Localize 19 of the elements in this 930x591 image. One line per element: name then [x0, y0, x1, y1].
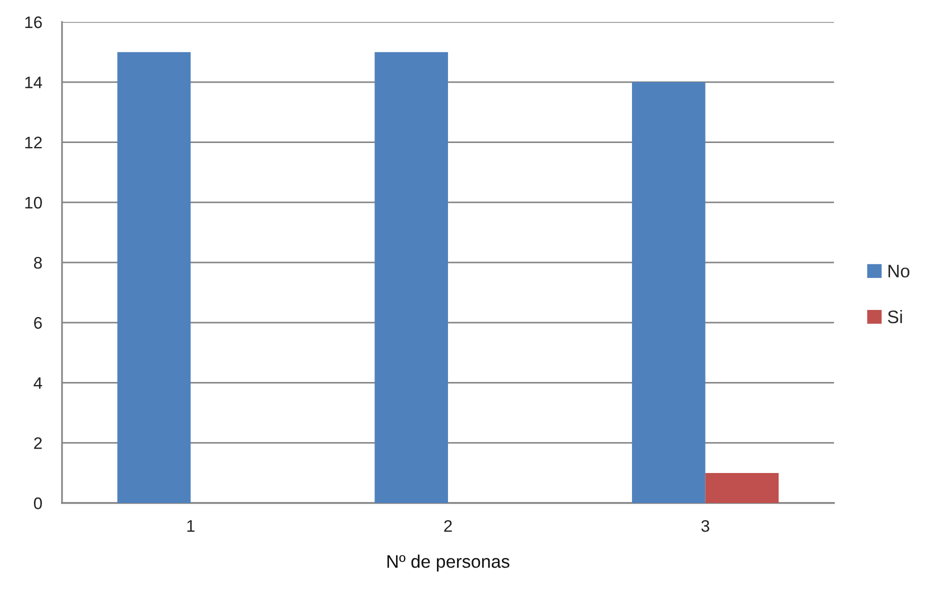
bar	[117, 52, 191, 503]
y-tick-label: 8	[34, 256, 42, 269]
y-tick-label: 0	[34, 497, 42, 510]
y-tick-label: 14	[25, 76, 42, 88]
y-tick-label: 2	[34, 437, 42, 449]
y-tick-label: 12	[25, 136, 42, 148]
x-tick-label: 1	[187, 520, 194, 532]
bar	[632, 82, 706, 503]
legend-label: Si	[888, 310, 902, 324]
legend-label: No	[888, 264, 910, 278]
bar	[374, 52, 448, 503]
y-tick-label: 6	[34, 317, 42, 329]
y-tick-label: 4	[34, 377, 42, 389]
bar	[705, 472, 779, 503]
y-tick-label: 10	[25, 196, 42, 209]
x-tick-label: 2	[444, 520, 452, 532]
y-tick-label: 16	[25, 16, 42, 28]
x-tick-label: 3	[701, 520, 710, 532]
x-axis-title: Nº de personas	[387, 554, 510, 572]
